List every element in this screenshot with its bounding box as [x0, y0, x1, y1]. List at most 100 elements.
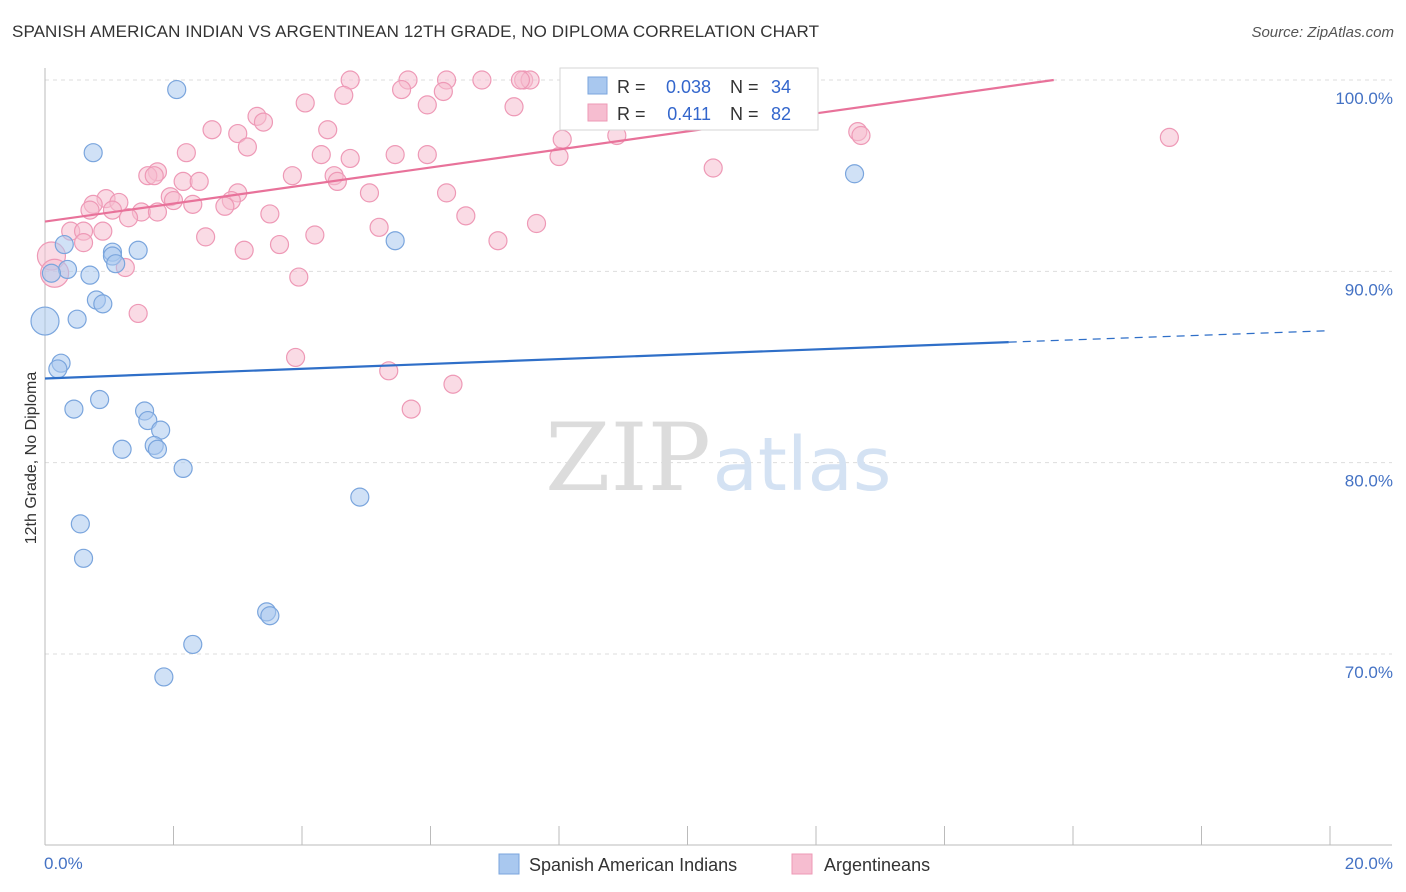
spanish-american-indians-point	[64, 399, 84, 419]
spanish-american-indians-point	[70, 514, 90, 534]
argentineans-point	[369, 217, 389, 237]
spanish-american-indians-point	[41, 263, 62, 283]
argentineans-point	[144, 166, 164, 186]
argentineans-point	[73, 233, 94, 253]
argentineans-point	[269, 234, 290, 255]
argentineans-point	[163, 190, 184, 211]
spanish-american-indians-point	[30, 306, 60, 336]
argentineans-point	[549, 146, 569, 167]
argentineans-point	[417, 95, 437, 115]
argentineans-point	[228, 123, 248, 144]
argentineans-point	[433, 81, 453, 102]
series-spanish-american-indians	[30, 79, 865, 687]
legend-n-value-blue: 34	[771, 77, 791, 97]
y-tick-label: 100.0%	[1335, 89, 1393, 108]
argentineans-point	[173, 171, 193, 192]
argentineans-point	[285, 347, 306, 368]
argentineans-point	[318, 120, 338, 140]
x-tick-labels: 0.0% 20.0%	[44, 854, 1393, 873]
spanish-american-indians-point	[54, 234, 74, 255]
spanish-american-indians-point	[90, 389, 110, 410]
source-label: Source: ZipAtlas.com	[1251, 24, 1394, 41]
legend-swatch-blue	[587, 76, 608, 95]
spanish-american-indians-point	[167, 79, 187, 100]
argentineans-point	[93, 221, 113, 241]
argentineans-point	[436, 183, 457, 203]
argentineans-point	[189, 171, 209, 192]
trend-line-blue	[44, 341, 1009, 380]
legend-n-label-blue: N =	[730, 77, 759, 97]
argentineans-point	[334, 85, 354, 105]
bottom-legend-label-pink: Argentineans	[824, 855, 930, 875]
argentineans-point	[488, 231, 508, 251]
argentineans-point	[359, 183, 380, 203]
legend-r-value-blue: 0.038	[666, 77, 711, 97]
argentineans-point	[234, 240, 254, 260]
bottom-legend-swatch-blue	[498, 853, 520, 875]
spanish-american-indians-point	[138, 410, 158, 431]
argentineans-point	[417, 145, 437, 165]
spanish-american-indians-point	[350, 487, 370, 507]
spanish-american-indians-point	[183, 634, 203, 655]
argentineans-point	[237, 137, 257, 157]
legend-n-value-pink: 82	[771, 104, 791, 124]
argentineans-point	[552, 129, 572, 149]
axes	[44, 68, 1392, 846]
argentineans-point	[260, 204, 280, 224]
argentineans-point	[443, 374, 463, 394]
trend-lines	[44, 78, 1331, 380]
y-tick-labels: 70.0% 80.0% 90.0% 100.0%	[1335, 89, 1393, 682]
argentineans-point	[340, 148, 360, 169]
watermark-zip: ZIP	[545, 404, 711, 513]
argentineans-point	[176, 143, 196, 163]
stats-legend: R = 0.038 N = 34 R = 0.411 N = 82	[559, 67, 819, 131]
argentineans-point	[1159, 127, 1179, 147]
argentineans-point	[510, 70, 531, 90]
argentineans-point	[202, 120, 222, 140]
argentineans-point	[215, 196, 235, 216]
spanish-american-indians-point	[173, 458, 193, 479]
trend-line-pink	[44, 78, 1054, 223]
argentineans-point	[851, 125, 871, 146]
argentineans-point	[289, 267, 309, 287]
series-legend: Spanish American Indians Argentineans	[498, 853, 930, 875]
spanish-american-indians-point	[67, 309, 87, 329]
y-axis-title: 12th Grade, No Diploma	[23, 372, 40, 545]
argentineans-point	[703, 158, 723, 178]
legend-swatch-pink	[587, 103, 608, 122]
watermark-atlas: atlas	[713, 422, 892, 508]
bottom-legend-label-blue: Spanish American Indians	[529, 855, 737, 875]
spanish-american-indians-point	[57, 259, 78, 280]
argentineans-point	[128, 303, 148, 324]
spanish-american-indians-point	[93, 294, 113, 314]
spanish-american-indians-point	[80, 265, 100, 285]
legend-n-label-pink: N =	[730, 104, 759, 124]
trend-line-blue-extension	[1008, 330, 1331, 343]
spanish-american-indians-point	[106, 254, 126, 274]
y-tick-label: 80.0%	[1345, 472, 1393, 491]
spanish-american-indians-point	[385, 231, 405, 251]
argentineans-point	[183, 194, 203, 214]
argentineans-point	[526, 213, 547, 234]
argentineans-point	[282, 166, 302, 186]
y-tick-label: 90.0%	[1345, 280, 1393, 299]
spanish-american-indians-point	[147, 439, 168, 459]
spanish-american-indians-point	[48, 359, 68, 379]
y-tick-label: 70.0%	[1345, 663, 1393, 682]
argentineans-point	[385, 145, 405, 165]
argentineans-point	[102, 200, 123, 220]
series-argentineans	[36, 70, 1179, 419]
argentineans-point	[472, 70, 492, 90]
legend-r-label-blue: R =	[617, 77, 646, 97]
spanish-american-indians-point	[112, 439, 132, 459]
argentineans-point	[196, 227, 216, 247]
bottom-legend-swatch-pink	[791, 853, 813, 875]
argentineans-point	[401, 399, 421, 419]
spanish-american-indians-point	[73, 548, 94, 568]
argentineans-point	[456, 206, 476, 226]
argentineans-point	[391, 79, 412, 100]
spanish-american-indians-point	[844, 164, 865, 184]
x-tick-label: 20.0%	[1345, 854, 1393, 873]
x-tick-label: 0.0%	[44, 854, 83, 873]
